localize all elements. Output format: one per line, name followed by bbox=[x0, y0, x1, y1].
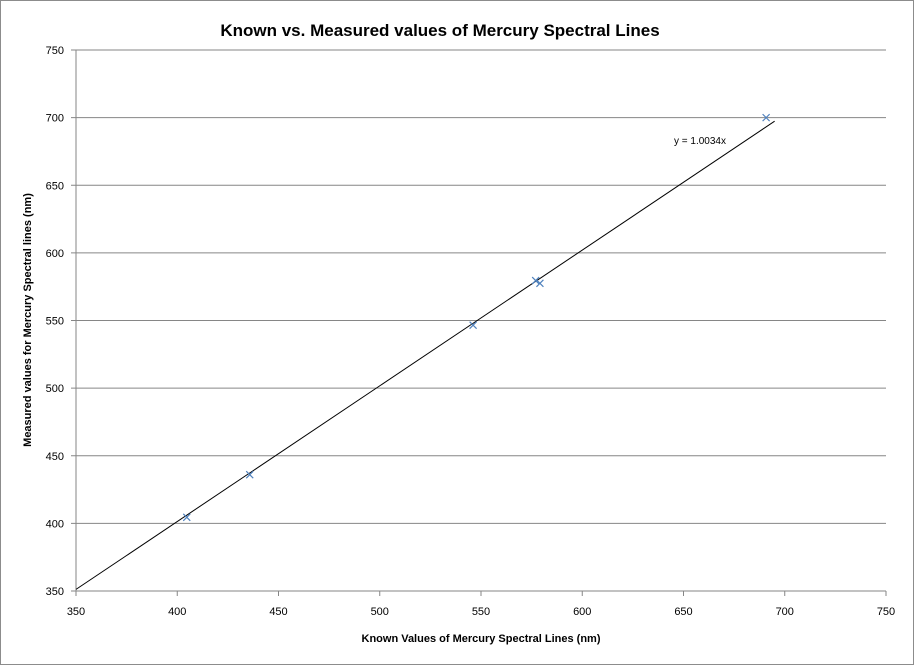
x-tick-label: 750 bbox=[877, 606, 895, 618]
gridlines bbox=[76, 49, 886, 524]
y-tick-label: 450 bbox=[46, 451, 64, 463]
y-tick-label: 700 bbox=[46, 113, 64, 125]
y-tick-label: 600 bbox=[46, 248, 64, 260]
y-tick-label: 650 bbox=[46, 180, 64, 192]
x-axis-title: Known Values of Mercury Spectral Lines (… bbox=[362, 633, 601, 645]
data-point bbox=[536, 279, 544, 288]
x-tick-label: 650 bbox=[674, 606, 692, 618]
data-point bbox=[531, 276, 540, 285]
trendline-group: y = 1.0034x bbox=[75, 120, 775, 590]
trendline bbox=[75, 120, 775, 590]
y-tick-label: 550 bbox=[46, 316, 64, 328]
y-tick-label: 350 bbox=[46, 586, 64, 598]
x-tick-label: 400 bbox=[168, 606, 186, 618]
data-point bbox=[762, 113, 771, 122]
x-tick-label: 350 bbox=[67, 606, 85, 618]
data-point bbox=[182, 513, 191, 522]
x-tick-label: 550 bbox=[472, 606, 490, 618]
data-point bbox=[469, 321, 478, 330]
y-tick-label: 500 bbox=[46, 383, 64, 395]
y-axis-title: Measured values for Mercury Spectral lin… bbox=[22, 193, 34, 447]
tick-labels: 350 400 450 500 550 600 650 700 750 350 400 450 500 5… bbox=[46, 45, 896, 618]
trendline-equation: y = 1.0034x bbox=[674, 136, 726, 147]
axes bbox=[71, 49, 887, 596]
data-points bbox=[182, 113, 771, 522]
data-point bbox=[245, 470, 254, 479]
y-tick-label: 400 bbox=[46, 518, 64, 530]
x-tick-label: 600 bbox=[573, 606, 591, 618]
x-tick-label: 700 bbox=[776, 606, 794, 618]
chart-title: Known vs. Measured values of Mercury Spe… bbox=[220, 21, 659, 40]
x-tick-label: 500 bbox=[371, 606, 389, 618]
y-tick-label: 750 bbox=[46, 45, 64, 57]
x-tick-label: 450 bbox=[269, 606, 287, 618]
